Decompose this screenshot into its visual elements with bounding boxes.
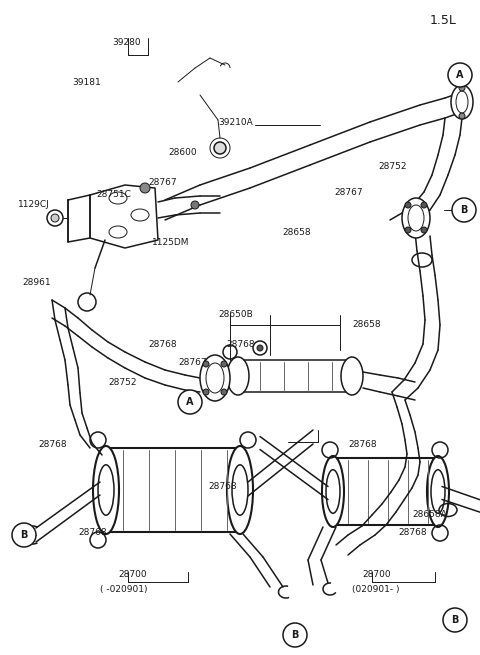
Text: B: B (460, 205, 468, 215)
Text: 28700: 28700 (362, 570, 391, 579)
Text: 28768: 28768 (208, 482, 237, 491)
Text: 1125DM: 1125DM (152, 238, 190, 247)
Circle shape (191, 201, 199, 209)
Text: 28768: 28768 (38, 440, 67, 449)
Text: ( -020901): ( -020901) (100, 585, 147, 594)
Circle shape (448, 63, 472, 87)
Ellipse shape (451, 85, 473, 119)
Text: 28700: 28700 (118, 570, 146, 579)
Text: 28767: 28767 (178, 358, 206, 367)
Text: 28768: 28768 (226, 340, 254, 349)
Text: 28658: 28658 (282, 228, 311, 237)
Text: B: B (451, 615, 459, 625)
Text: B: B (20, 530, 28, 540)
Circle shape (421, 227, 427, 233)
Ellipse shape (227, 357, 249, 395)
Circle shape (459, 85, 465, 91)
Text: 39181: 39181 (72, 78, 101, 87)
Circle shape (12, 523, 36, 547)
Text: 28961: 28961 (22, 278, 50, 287)
Text: B: B (291, 630, 299, 640)
Text: 28752: 28752 (378, 162, 407, 171)
Text: 28600: 28600 (168, 148, 197, 157)
Circle shape (257, 345, 263, 351)
Circle shape (421, 202, 427, 208)
Text: 28767: 28767 (148, 178, 177, 187)
Ellipse shape (341, 357, 363, 395)
Ellipse shape (227, 446, 253, 534)
Text: (020901- ): (020901- ) (352, 585, 399, 594)
Text: 28752: 28752 (108, 378, 136, 387)
Circle shape (405, 202, 411, 208)
Circle shape (452, 198, 476, 222)
Ellipse shape (200, 355, 230, 401)
Text: 28658A: 28658A (412, 510, 447, 519)
Circle shape (443, 608, 467, 632)
Circle shape (405, 227, 411, 233)
Text: 28658: 28658 (352, 320, 381, 329)
Text: 1129CJ: 1129CJ (18, 200, 50, 209)
Circle shape (203, 389, 209, 395)
Text: 28767: 28767 (334, 188, 362, 197)
Text: 28768: 28768 (148, 340, 177, 349)
Ellipse shape (427, 456, 449, 527)
Circle shape (178, 390, 202, 414)
Text: 1.5L: 1.5L (430, 14, 457, 26)
Circle shape (283, 623, 307, 647)
Circle shape (203, 361, 209, 367)
Circle shape (221, 361, 227, 367)
Circle shape (140, 183, 150, 193)
Text: 28768: 28768 (348, 440, 377, 449)
Text: 28751C: 28751C (96, 190, 131, 199)
Circle shape (459, 113, 465, 119)
Text: A: A (456, 70, 464, 80)
Text: 39210A: 39210A (218, 118, 253, 127)
Text: 28768: 28768 (398, 528, 427, 537)
Circle shape (51, 214, 59, 222)
Ellipse shape (93, 446, 119, 534)
Circle shape (214, 142, 226, 154)
Ellipse shape (322, 456, 344, 527)
Text: A: A (186, 397, 194, 407)
Circle shape (221, 389, 227, 395)
Text: 28650B: 28650B (218, 310, 253, 319)
Text: 28768: 28768 (78, 528, 107, 537)
Ellipse shape (402, 198, 430, 238)
Text: 39280: 39280 (112, 38, 141, 47)
